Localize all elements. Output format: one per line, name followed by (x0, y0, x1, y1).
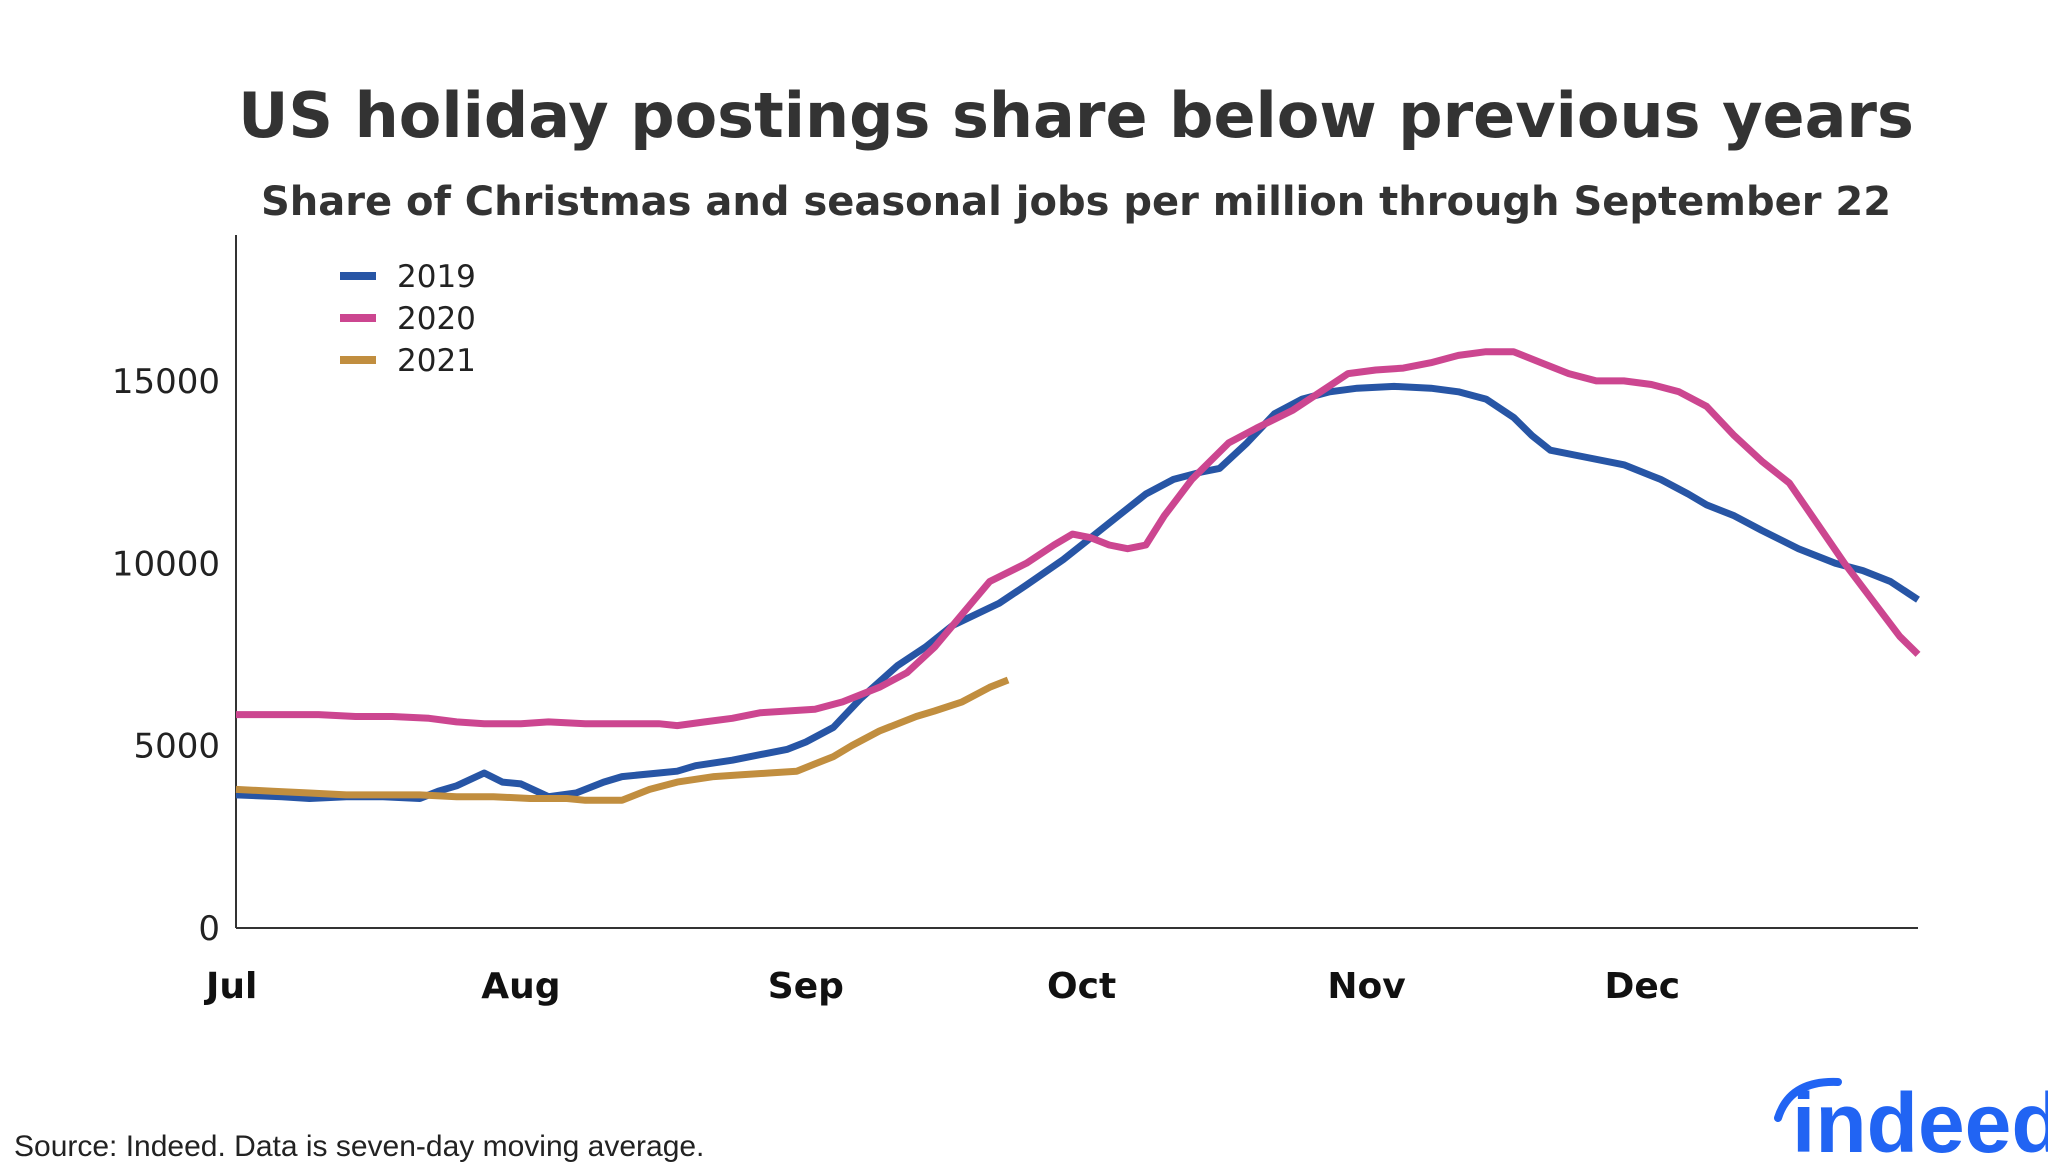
series-line-2021 (235, 676, 1010, 804)
indeed-logo-swoosh (1774, 1077, 1842, 1122)
y-axis: 0 5000 10000 15000 (112, 235, 237, 949)
x-tick-label: Oct (1047, 966, 1116, 1007)
y-tick-label: 10000 (112, 544, 220, 584)
legend-label-2020: 2020 (397, 301, 476, 337)
series-line-2019 (235, 382, 1920, 802)
series-line-2020 (236, 348, 1921, 730)
x-tick-label: Jul (203, 966, 257, 1007)
legend: 2019 2020 2021 (340, 259, 476, 379)
chart-subtitle: Share of Christmas and seasonal jobs per… (261, 179, 1891, 225)
x-tick-label: Aug (481, 966, 560, 1007)
plot-area (235, 348, 1921, 804)
legend-label-2021: 2021 (397, 343, 476, 379)
y-tick-label: 5000 (133, 727, 220, 767)
chart-title: US holiday postings share below previous… (238, 79, 1914, 152)
legend-label-2019: 2019 (397, 259, 476, 295)
y-tick-label: 15000 (112, 362, 220, 402)
source-note: Source: Indeed. Data is seven-day moving… (14, 1130, 704, 1163)
x-tick-label: Dec (1604, 966, 1680, 1007)
x-tick-label: Sep (768, 966, 844, 1007)
y-tick-label: 0 (198, 909, 220, 949)
x-axis: Jul Aug Sep Oct Nov Dec (203, 927, 1918, 1007)
indeed-logo: indeed (1774, 1076, 2048, 1164)
indeed-logo-text: indeed (1792, 1076, 2048, 1164)
x-tick-label: Nov (1327, 966, 1405, 1007)
